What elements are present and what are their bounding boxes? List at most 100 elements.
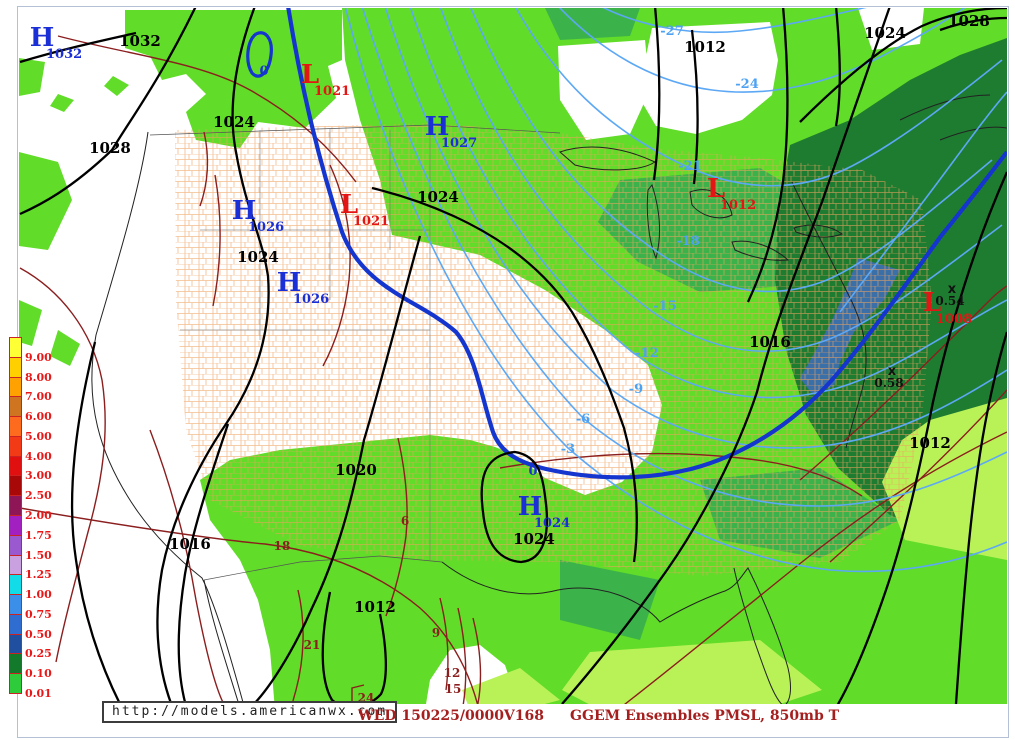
warm-temp-label-24: 24 [358, 691, 375, 705]
cold-temp-label--18: -18 [676, 234, 700, 249]
colorbar-cell-5.00 [9, 416, 22, 437]
isobar-label-1012: 1012 [354, 598, 396, 616]
warm-temp-label-15: 15 [445, 682, 462, 696]
zero-line-label: 0 [259, 64, 268, 79]
isobar-label-1024: 1024 [417, 188, 459, 206]
colorbar-cell-0.01 [9, 673, 22, 695]
extrema-value-0.54: 0.54 [935, 294, 964, 308]
extrema-marker: x [888, 364, 897, 379]
zero-line-label: 0 [528, 464, 537, 479]
cold-temp-label--15: -15 [653, 299, 677, 314]
colorbar-label: 8.00 [25, 370, 52, 384]
colorbar-label: 0.01 [25, 687, 52, 701]
product-label: GGEM Ensembles PMSL, 850mb T [570, 708, 840, 724]
colorbar-cell-1.50 [9, 534, 22, 556]
isobar-label-1024: 1024 [864, 24, 906, 42]
colorbar-cell-3.00 [9, 455, 22, 477]
cold-temp-label--6: -6 [576, 412, 590, 427]
colorbar-cell-1.25 [9, 554, 22, 576]
isobar-label-1024: 1024 [237, 248, 279, 266]
isobar-label-1016: 1016 [169, 535, 211, 553]
cold-temp-labels: -27 -24 -21 -18 -15 -12 -9 -6-3 [561, 24, 759, 457]
colorbar-label: 9.00 [25, 350, 52, 364]
colorbar-cell-0.50 [9, 613, 22, 635]
pressure-center-L-1021: L [301, 60, 319, 90]
warm-temp-label-9: 9 [432, 626, 440, 640]
pressure-centers: H1032L1021H1027H1026L1021H1026L1012H1024… [30, 23, 972, 531]
source-url-box: http://models.americanwx.com [102, 701, 398, 723]
colorbar-label: 0.50 [25, 627, 52, 641]
pressure-center-L-1012: L [707, 174, 725, 204]
precip-colorbar: 9.00 8.00 7.00 6.00 5.00 4.00 3.00 2.50 2.00 1.75… [9, 337, 52, 700]
colorbar-cell-2.00 [9, 495, 22, 516]
colorbar-cell-2.50 [9, 475, 22, 497]
colorbar-cell-9.00 [9, 337, 22, 358]
isobar-label-1016: 1016 [749, 333, 791, 351]
colorbar-label: 4.00 [25, 449, 52, 463]
colorbar-label: 7.00 [25, 390, 52, 404]
warm-temp-labels: 6 18 21 24 9 12 15 [274, 514, 462, 705]
state-lines-layer [180, 125, 431, 560]
pressure-center-value: 1027 [441, 136, 477, 151]
pressure-center-value: 1021 [314, 84, 350, 99]
pressure-center-H-1027: H [425, 112, 450, 142]
colorbar-label: 1.50 [25, 548, 52, 562]
isobar-label-1020: 1020 [335, 461, 377, 479]
colorbar-cell-1.00 [9, 574, 22, 596]
colorbar-label: 1.75 [25, 528, 52, 542]
colorbar-label: 1.00 [25, 588, 52, 602]
cold-temp-label--12: -12 [635, 346, 659, 361]
isobar-contours [19, 8, 1007, 704]
pressure-center-value: 1008 [936, 312, 972, 327]
zero-line [246, 8, 1007, 480]
colorbar-cell-7.00 [9, 376, 22, 398]
pressure-center-value: 1024 [534, 516, 570, 531]
warm-temp-label-6: 6 [401, 514, 409, 528]
pressure-center-value: 1026 [248, 220, 284, 235]
pressure-center-L-1008: L [923, 288, 941, 318]
pressure-center-H-1026: H [277, 268, 302, 298]
colorbar-cell-8.00 [9, 356, 22, 378]
warm-temp-contours [19, 35, 1007, 704]
pressure-center-H-1032: H [30, 23, 55, 53]
pressure-center-value: 1026 [293, 292, 329, 307]
valid-time-label: WED 150225/0000V168 [358, 708, 545, 724]
pressure-center-value: 1012 [720, 198, 756, 213]
colorbar-label: 0.10 [25, 667, 52, 681]
isobar-label-1028: 1028 [89, 139, 131, 157]
colorbar-cell-1.75 [9, 515, 22, 536]
source-url: http://models.americanwx.com [112, 704, 388, 719]
warm-temp-label-18: 18 [274, 539, 291, 553]
isobar-label-1024: 1024 [213, 113, 255, 131]
colorbar-label: 2.00 [25, 509, 52, 523]
colorbar-label: 1.25 [25, 568, 52, 582]
isobar-label-1028: 1028 [948, 12, 990, 30]
isobar-labels: 1032102810241024102410241028101210201016… [89, 12, 990, 616]
cold-temp-label--24: -24 [735, 77, 759, 92]
cold-temp-label--27: -27 [660, 24, 684, 39]
isobar-label-1024: 1024 [513, 530, 555, 548]
cold-temp-label--21: -21 [678, 159, 702, 174]
isobar-label-1012: 1012 [909, 434, 951, 452]
warm-temp-label-21: 21 [304, 638, 321, 652]
colorbar-label: 0.75 [25, 607, 52, 621]
pressure-center-L-1021: L [340, 190, 358, 220]
colorbar-label: 5.00 [25, 429, 52, 443]
colorbar-cell-4.00 [9, 435, 22, 457]
extrema-value-0.58: 0.58 [874, 376, 903, 390]
pressure-center-H-1024: H [518, 492, 543, 522]
zero-line-labels: 00 [259, 64, 537, 479]
cold-temp-label--9: -9 [629, 382, 643, 397]
colorbar-label: 3.00 [25, 469, 52, 483]
pressure-center-value: 1032 [46, 47, 82, 62]
colorbar-cell-0.25 [9, 633, 22, 655]
isobar-label-1032: 1032 [119, 32, 161, 50]
colorbar-label: 2.50 [25, 489, 52, 503]
isobar-label-1012: 1012 [684, 38, 726, 56]
colorbar-label: 0.25 [25, 647, 52, 661]
colorbar-label: 6.00 [25, 410, 52, 424]
county-lines-layer [175, 123, 932, 576]
